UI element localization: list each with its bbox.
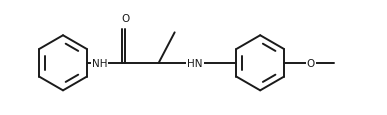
Text: NH: NH xyxy=(91,58,107,68)
Text: HN: HN xyxy=(187,58,203,68)
Text: O: O xyxy=(307,58,315,68)
Text: O: O xyxy=(121,14,130,24)
